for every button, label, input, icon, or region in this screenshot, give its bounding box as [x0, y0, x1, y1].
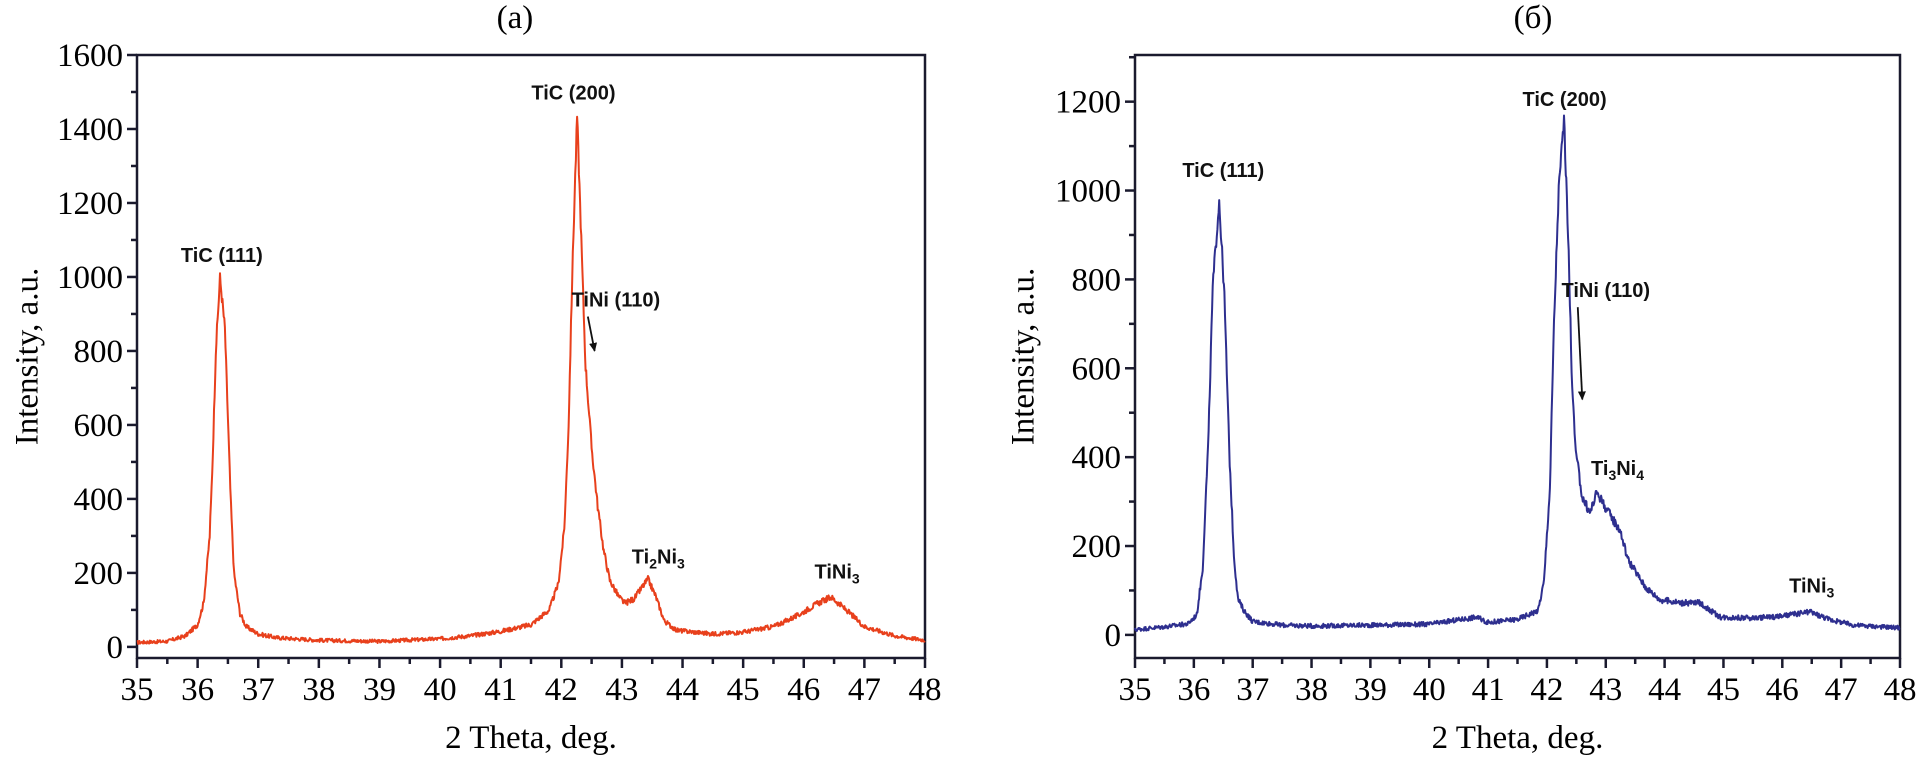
- peak-annotation: Ti2Ni3: [632, 547, 685, 572]
- x-tick-label: 35: [1119, 672, 1152, 708]
- y-tick-label: 0: [1105, 618, 1122, 654]
- y-axis-title: Intensity, a.u.: [1006, 268, 1042, 446]
- x-tick-label: 45: [727, 672, 760, 708]
- y-tick-label: 400: [74, 482, 124, 518]
- x-tick-label: 37: [1236, 672, 1269, 708]
- y-tick-label: 800: [74, 334, 124, 370]
- series-line: [1134, 114, 1901, 632]
- peak-annotation: TiC (111): [181, 245, 263, 267]
- x-tick-label: 38: [302, 672, 335, 708]
- y-tick-label: 600: [1072, 351, 1122, 387]
- x-tick-label: 42: [1530, 672, 1563, 708]
- peak-annotation: TiNi3: [1789, 576, 1834, 601]
- x-tick-label: 44: [666, 672, 699, 708]
- y-tick-label: 1200: [1055, 85, 1121, 121]
- peak-annotation: TiC (200): [1523, 89, 1607, 111]
- peak-annotation: TiC (111): [1182, 160, 1264, 182]
- peak-annotation: TiNi (110): [572, 290, 661, 312]
- peak-annotation: TiNi3: [814, 561, 859, 586]
- x-tick-label: 41: [1472, 672, 1505, 708]
- y-tick-label: 400: [1072, 440, 1122, 476]
- x-tick-label: 46: [1766, 672, 1799, 708]
- x-axis-title: 2 Theta, deg.: [445, 720, 617, 756]
- x-tick-label: 45: [1707, 672, 1740, 708]
- y-tick-label: 200: [1072, 529, 1122, 565]
- chart-panel-b: (б) 35 36 37 38 39 40 41 42 43 44 45 46 47 48 0 200 400 60…: [1006, 0, 1917, 756]
- panel-label: (a): [497, 0, 534, 36]
- y-tick-label: 1600: [57, 38, 123, 74]
- x-tick-label: 48: [909, 672, 942, 708]
- y-tick-label: 0: [107, 630, 124, 666]
- x-tick-label: 38: [1295, 672, 1328, 708]
- x-tick-label: 43: [605, 672, 638, 708]
- y-axis-title: Intensity, a.u.: [10, 268, 46, 446]
- x-tick-label: 40: [1413, 672, 1446, 708]
- peak-annotation: TiNi (110): [1561, 280, 1650, 302]
- x-tick-label: 44: [1648, 672, 1681, 708]
- chart-panel-a: (a) 35 36 37 38 39 40 41 42 43 44 45 46 47 48 0 200 400 60…: [10, 0, 942, 756]
- annotation-arrow: [1576, 307, 1586, 401]
- plot-frame: [135, 53, 927, 660]
- panel-label: (б): [1514, 0, 1553, 36]
- x-tick-label: 43: [1589, 672, 1622, 708]
- series-line: [136, 115, 926, 645]
- x-tick-label: 40: [424, 672, 457, 708]
- y-tick-label: 1000: [57, 260, 123, 296]
- x-tick-label: 36: [181, 672, 214, 708]
- peak-annotation: TiC (200): [531, 82, 615, 104]
- x-tick-label: 42: [545, 672, 578, 708]
- x-axis-title: 2 Theta, deg.: [1432, 720, 1604, 756]
- x-tick-label: 39: [1354, 672, 1387, 708]
- x-tick-label: 39: [363, 672, 396, 708]
- peak-annotation: Ti3Ni4: [1591, 458, 1644, 483]
- x-tick-label: 35: [121, 672, 154, 708]
- plot-frame: [1133, 53, 1902, 660]
- x-tick-label: 36: [1177, 672, 1210, 708]
- x-tick-label: 37: [242, 672, 275, 708]
- x-tick-label: 47: [848, 672, 881, 708]
- x-tick-label: 46: [787, 672, 820, 708]
- x-tick-label: 48: [1884, 672, 1917, 708]
- y-tick-label: 600: [74, 408, 124, 444]
- y-tick-label: 1400: [57, 112, 123, 148]
- y-tick-label: 1200: [57, 186, 123, 222]
- y-tick-label: 200: [74, 556, 124, 592]
- x-tick-label: 47: [1825, 672, 1858, 708]
- y-tick-label: 800: [1072, 262, 1122, 298]
- annotation-arrow: [586, 316, 597, 352]
- x-tick-label: 41: [484, 672, 517, 708]
- y-tick-label: 1000: [1055, 174, 1121, 210]
